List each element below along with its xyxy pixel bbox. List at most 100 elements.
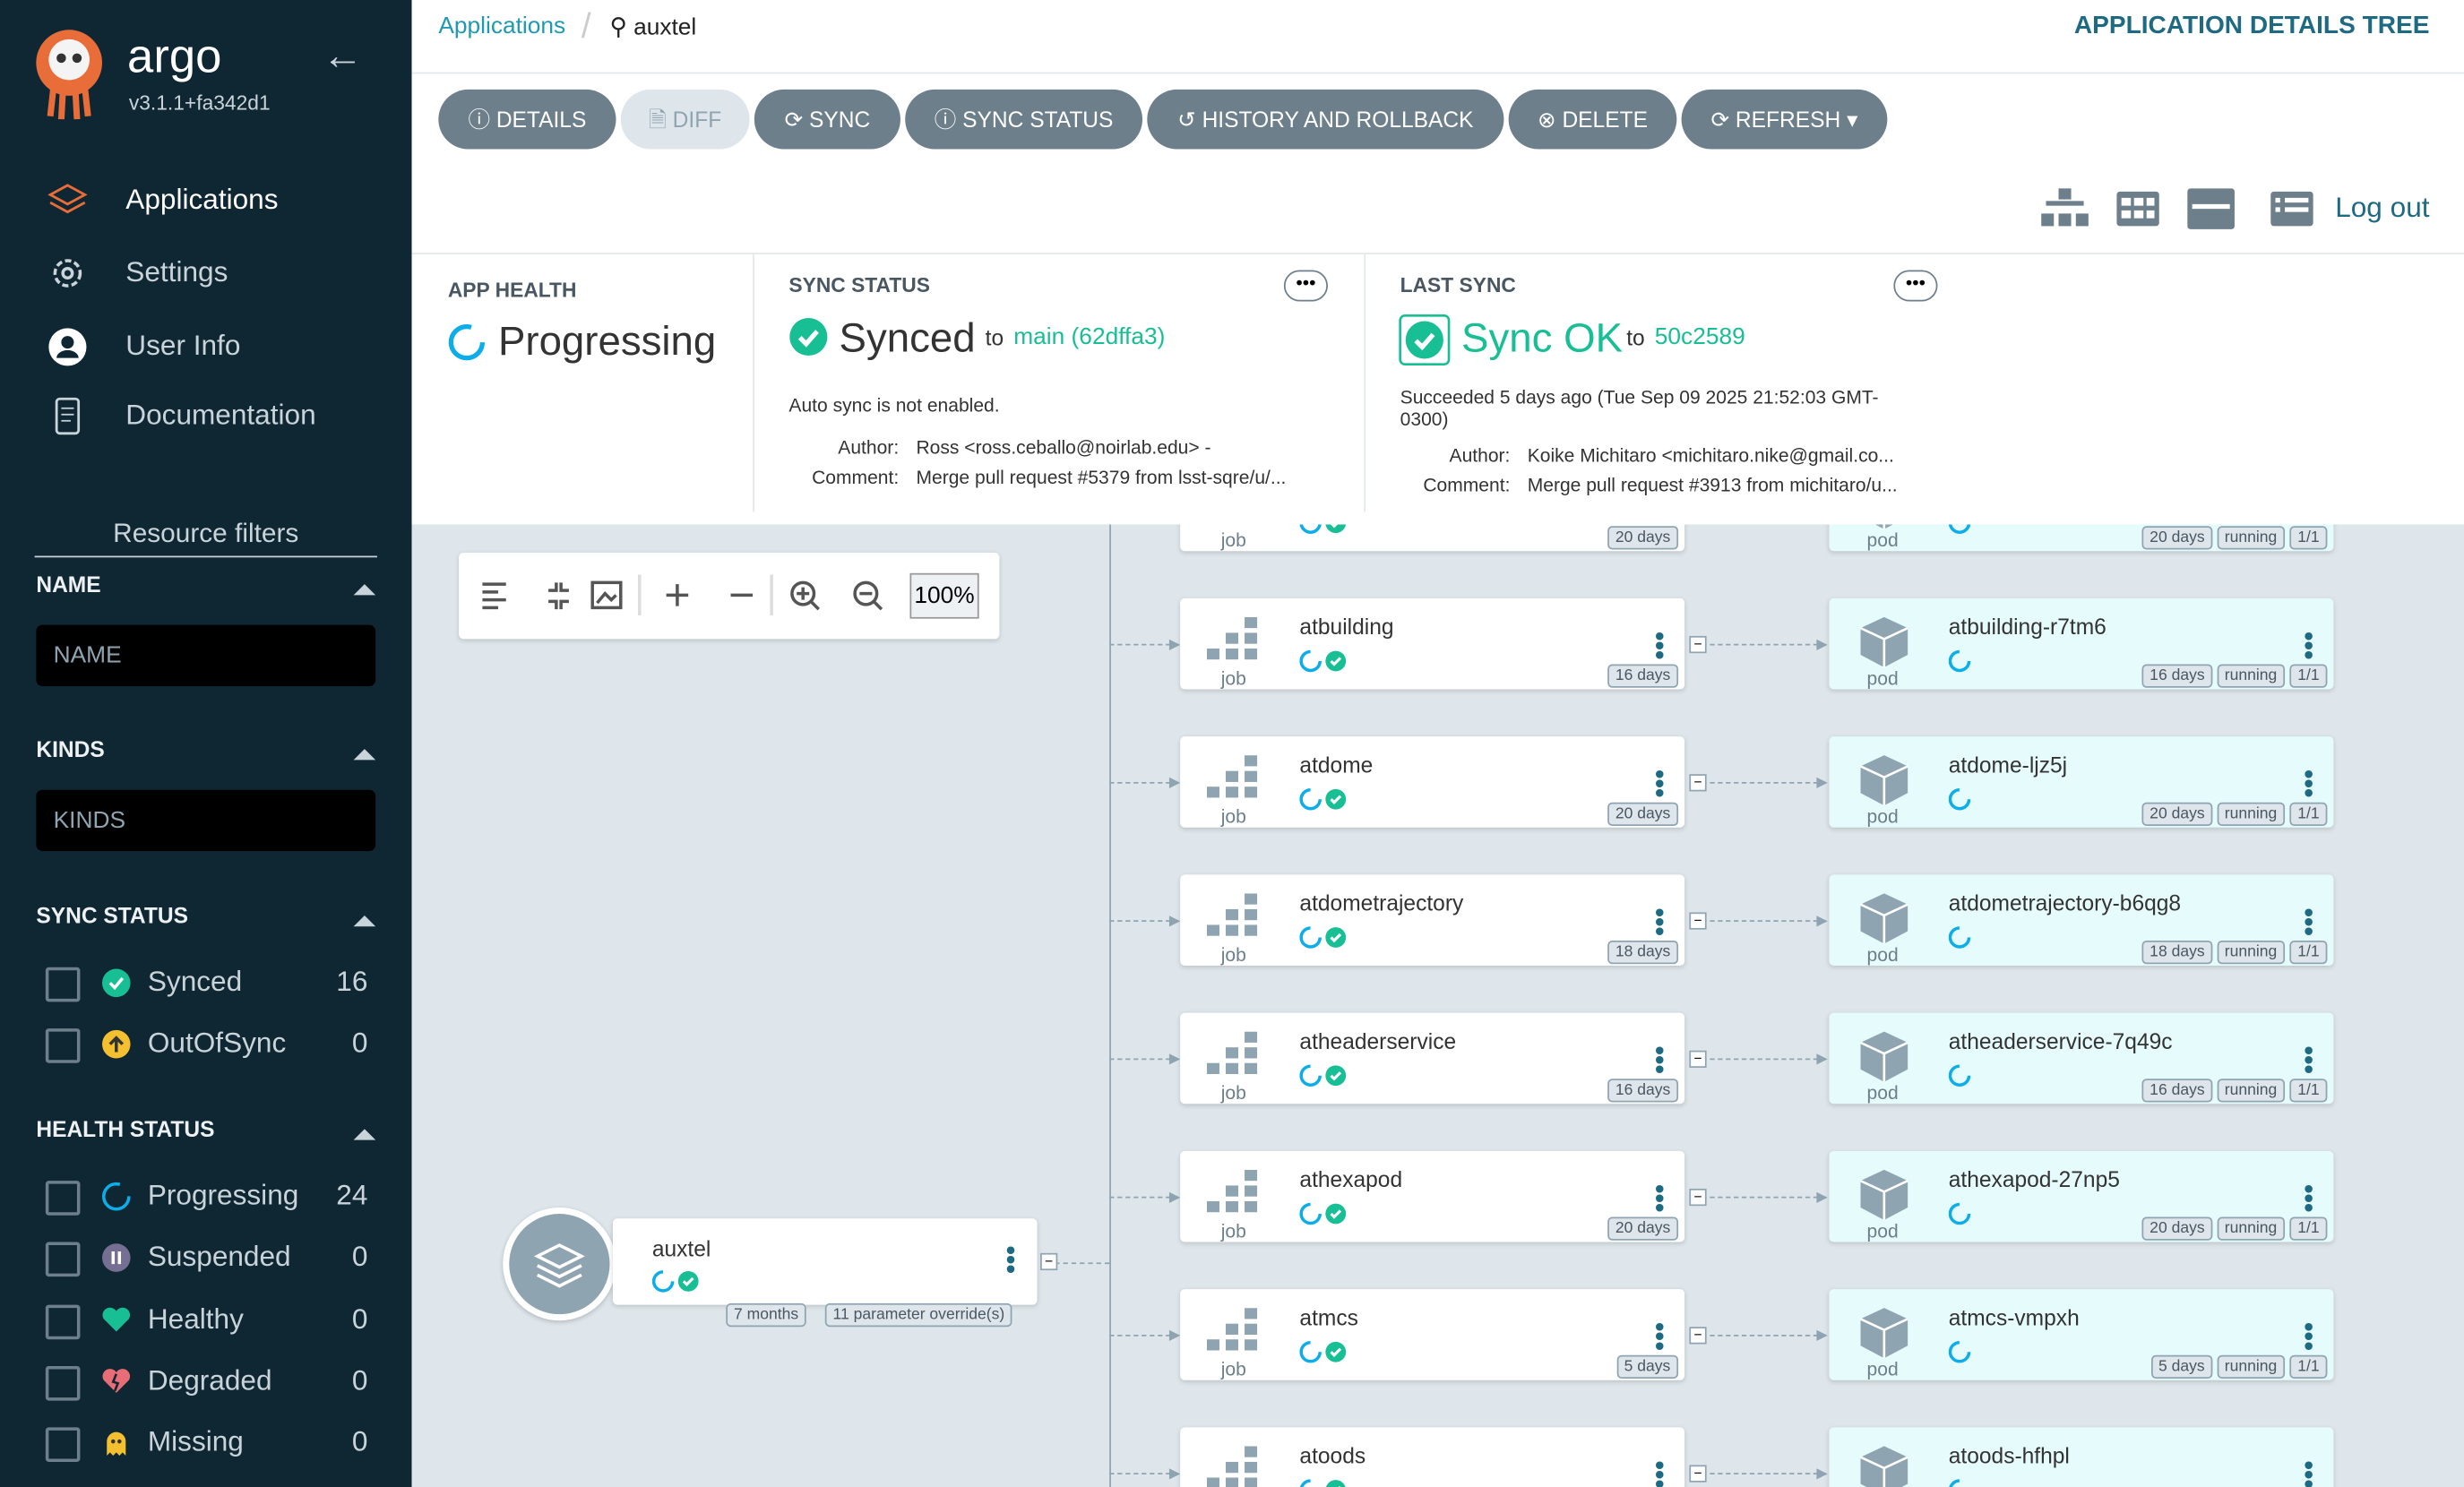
collapse[interactable]: − (1689, 1327, 1707, 1345)
toolbar-button[interactable]: 🗎 DIFF (620, 89, 750, 150)
menu[interactable]: ••• (1654, 1173, 1665, 1224)
job-card[interactable]: job atdome • • • −20 days (1180, 736, 1707, 828)
zoom-icons[interactable] (475, 574, 883, 616)
pod-card[interactable]: podatoods-hfhpl••• (1829, 1427, 2334, 1487)
kind-icon (1206, 755, 1263, 816)
revision[interactable]: main (62dffa3) (1013, 323, 1166, 350)
menu[interactable]: ••• (1654, 1035, 1665, 1086)
checkbox[interactable] (45, 1181, 81, 1216)
menu[interactable]: ••• (1893, 270, 1938, 302)
edge (1109, 781, 1179, 784)
pod-card[interactable]: pod atdometrajectory-b6qg8 • • • 1/1 running 18… (1829, 874, 2334, 967)
job-card[interactable]: job•••−20 days (1180, 524, 1685, 552)
filter-count: 0 (351, 1027, 368, 1059)
edge (1109, 1473, 1179, 1474)
filter-option[interactable]: Degraded (147, 1364, 272, 1397)
menu[interactable]: ••• (2304, 620, 2314, 671)
menu[interactable]: ••• (1005, 1233, 1016, 1285)
caret[interactable] (352, 741, 377, 769)
menu[interactable]: ••• (2304, 1035, 2314, 1086)
job-card[interactable]: jobatoods•••− (1180, 1427, 1707, 1487)
kind-label: job (1220, 666, 1246, 690)
toolbar-button[interactable]: ⊗ DELETE (1508, 89, 1677, 150)
pod-card[interactable]: pod atmcs-vmpxh • • • 1/1 running 5 days (1829, 1289, 2334, 1380)
collapse[interactable]: − (1689, 1050, 1707, 1068)
breadcrumb[interactable]: Applications (438, 13, 566, 39)
filter-option[interactable]: OutOfSync (147, 1027, 287, 1059)
nav-item[interactable]: User Info (125, 330, 241, 362)
status-icons (1299, 524, 1349, 543)
arrow: ▶ (1168, 1188, 1180, 1205)
collapse[interactable]: − (1689, 635, 1707, 654)
pod-card[interactable]: pod atbuilding-r7tm6 • • • 1/1 running 16 days (1829, 597, 2334, 690)
nav-item[interactable]: Settings (125, 255, 228, 288)
filter-input[interactable]: NAME (36, 624, 376, 687)
toolbar-button[interactable]: ↺ HISTORY AND ROLLBACK (1147, 89, 1504, 150)
checkbox[interactable] (45, 1028, 81, 1064)
pod-card[interactable]: pod atdome-ljz5j • • • 1/1 running 20 days (1829, 736, 2334, 828)
kind-label: pod (1866, 1081, 1899, 1105)
menu[interactable]: ••• (1654, 620, 1665, 671)
checkbox[interactable] (45, 1303, 81, 1339)
menu[interactable]: ••• (2304, 1311, 2314, 1362)
collapse[interactable]: − (1689, 774, 1707, 792)
menu[interactable]: ••• (2304, 758, 2314, 809)
collapse[interactable]: − (1689, 912, 1707, 930)
toolbar-button[interactable]: ⟳ SYNC (754, 89, 900, 150)
caret[interactable] (352, 907, 377, 936)
job-card[interactable]: job atbuilding • • • −16 days (1180, 597, 1707, 690)
kind-label: pod (1866, 529, 1899, 552)
logout[interactable]: Log out (2335, 191, 2430, 223)
filter-option[interactable]: Synced (147, 966, 243, 998)
root-card[interactable]: auxtel • • • − (612, 1218, 1058, 1305)
pod-card[interactable]: pod atheaderservice-7q49c • • • 1/1 running 16 … (1829, 1012, 2334, 1105)
collapse[interactable]: − (1689, 1465, 1707, 1483)
nav-item[interactable]: Applications (125, 184, 279, 216)
checkbox[interactable] (45, 1365, 81, 1401)
menu[interactable]: ••• (2304, 1448, 2314, 1487)
age-badge: 5 days (1615, 1354, 1679, 1380)
job-card[interactable]: job atheaderservice • • • −16 days (1180, 1012, 1707, 1105)
search[interactable]: ⚲ auxtel (609, 13, 697, 41)
collapse[interactable]: − (1040, 1252, 1058, 1271)
root-name: auxtel (651, 1235, 711, 1261)
ready-badge: 1/1 (2289, 1079, 2328, 1103)
checkbox[interactable] (45, 1242, 81, 1277)
caret[interactable] (352, 576, 377, 605)
job-card[interactable]: job athexapod • • • −20 days (1180, 1150, 1707, 1242)
menu[interactable]: ••• (1654, 896, 1665, 947)
node-name: athexapod-27np5 (1948, 1166, 2120, 1192)
menu[interactable]: ••• (1654, 1311, 1665, 1362)
menu[interactable]: ••• (2304, 896, 2314, 947)
sync-value: Synced (839, 314, 976, 362)
job-card[interactable]: job atmcs • • • −5 days (1180, 1289, 1707, 1380)
caret[interactable] (352, 1122, 377, 1150)
filter-option[interactable]: Missing (147, 1425, 244, 1458)
menu[interactable]: ••• (2304, 1173, 2314, 1224)
checkbox[interactable] (45, 967, 81, 1002)
menu[interactable]: ••• (1654, 1448, 1665, 1487)
collapse-button[interactable]: ← (322, 31, 364, 79)
pod-card[interactable]: pod athexapod-27np5 • • • 1/1 running 20 days (1829, 1150, 2334, 1242)
filter-count: 0 (351, 1241, 368, 1273)
arrow: ▶ (1816, 1188, 1828, 1205)
kind-icon (1206, 1446, 1263, 1487)
collapse[interactable]: − (1689, 1188, 1707, 1207)
toolbar-button[interactable]: ⓘ DETAILS (438, 89, 616, 150)
menu[interactable]: ••• (1654, 758, 1665, 809)
zoom-level[interactable]: 100% (909, 572, 979, 619)
view-icons[interactable] (2038, 185, 2374, 233)
filter-input[interactable]: KINDS (36, 789, 376, 852)
menu[interactable]: ••• (1283, 270, 1328, 302)
checkbox[interactable] (45, 1427, 81, 1463)
revision[interactable]: 50c2589 (1654, 323, 1745, 350)
kind-icon (1856, 524, 1912, 540)
filter-option[interactable]: Progressing (147, 1179, 299, 1211)
toolbar-button[interactable]: ⓘ SYNC STATUS (905, 89, 1143, 150)
nav-item[interactable]: Documentation (125, 399, 316, 431)
filter-option[interactable]: Suspended (147, 1241, 291, 1273)
filter-option[interactable]: Healthy (147, 1302, 244, 1335)
toolbar-button[interactable]: ⟳ REFRESH ▾ (1681, 89, 1888, 150)
job-card[interactable]: job atdometrajectory • • • −18 days (1180, 874, 1707, 967)
